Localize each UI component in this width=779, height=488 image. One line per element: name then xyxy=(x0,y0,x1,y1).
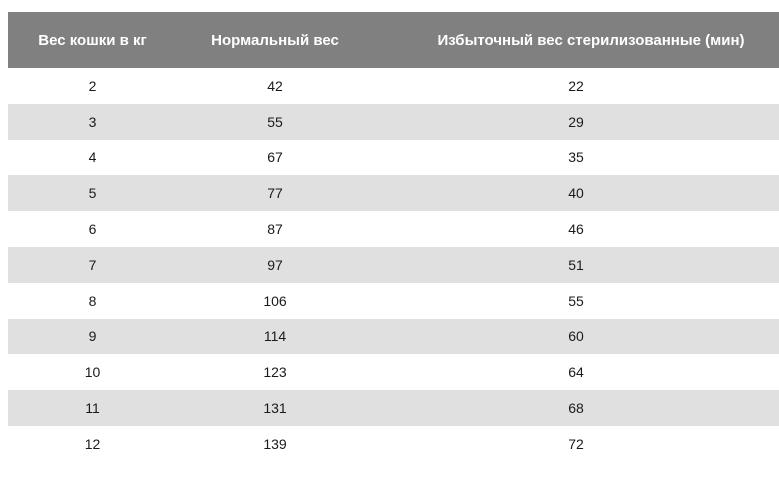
cell-excess-weight: 29 xyxy=(568,113,584,130)
table-row: 10 123 64 xyxy=(8,354,779,391)
table-row: 7 97 51 xyxy=(8,246,779,283)
cell-excess-weight: 55 xyxy=(568,292,584,309)
table-row: 3 55 29 xyxy=(8,103,779,140)
cell-normal-weight: 67 xyxy=(267,149,283,166)
cell-excess-weight: 72 xyxy=(568,435,584,452)
cell-normal-weight: 77 xyxy=(267,185,283,202)
cell-cat-weight: 3 xyxy=(88,113,97,130)
table-row: 8 106 55 xyxy=(8,282,779,319)
cell-cat-weight: 4 xyxy=(88,149,97,166)
table-row: 4 67 35 xyxy=(8,139,779,176)
cell-excess-weight: 60 xyxy=(568,328,584,345)
table-row: 12 139 72 xyxy=(8,425,779,462)
cell-normal-weight: 87 xyxy=(267,221,283,238)
table-header: Вес кошки в кг Нормальный вес Избыточный… xyxy=(8,12,779,68)
cell-excess-weight: 51 xyxy=(568,256,584,273)
cell-cat-weight: 9 xyxy=(88,328,97,345)
cell-cat-weight: 11 xyxy=(85,400,100,417)
cell-cat-weight: 12 xyxy=(84,435,101,452)
cell-cat-weight: 8 xyxy=(88,292,97,309)
header-normal-weight: Нормальный вес xyxy=(211,31,339,49)
table-row: 11 131 68 xyxy=(8,390,779,426)
cell-excess-weight: 68 xyxy=(568,400,584,417)
cell-normal-weight: 123 xyxy=(263,364,287,381)
cell-excess-weight: 46 xyxy=(568,221,584,238)
header-cat-weight: Вес кошки в кг xyxy=(38,31,147,49)
cell-excess-weight: 40 xyxy=(568,185,584,202)
cell-normal-weight: 131 xyxy=(263,400,287,417)
table-row: 5 77 40 xyxy=(8,175,779,212)
cell-cat-weight: 5 xyxy=(88,185,97,202)
cell-normal-weight: 139 xyxy=(263,435,287,452)
cell-normal-weight: 55 xyxy=(267,113,283,130)
cell-normal-weight: 106 xyxy=(263,292,287,309)
cell-normal-weight: 42 xyxy=(267,77,283,94)
header-excess-weight: Избыточный вес стерилизованные (мин) xyxy=(437,31,745,49)
cell-normal-weight: 97 xyxy=(267,256,283,273)
table-row: 2 42 22 xyxy=(8,68,779,104)
cell-cat-weight: 10 xyxy=(84,364,101,381)
table-row: 9 114 60 xyxy=(8,318,779,355)
cell-normal-weight: 114 xyxy=(263,328,287,345)
cell-excess-weight: 64 xyxy=(568,364,584,381)
weight-table: Вес кошки в кг Нормальный вес Избыточный… xyxy=(8,12,779,462)
cell-cat-weight: 2 xyxy=(88,77,97,94)
cell-excess-weight: 35 xyxy=(568,149,584,166)
cell-cat-weight: 6 xyxy=(88,221,97,238)
cell-cat-weight: 7 xyxy=(88,256,97,273)
table-row: 6 87 46 xyxy=(8,211,779,247)
cell-excess-weight: 22 xyxy=(568,77,584,94)
